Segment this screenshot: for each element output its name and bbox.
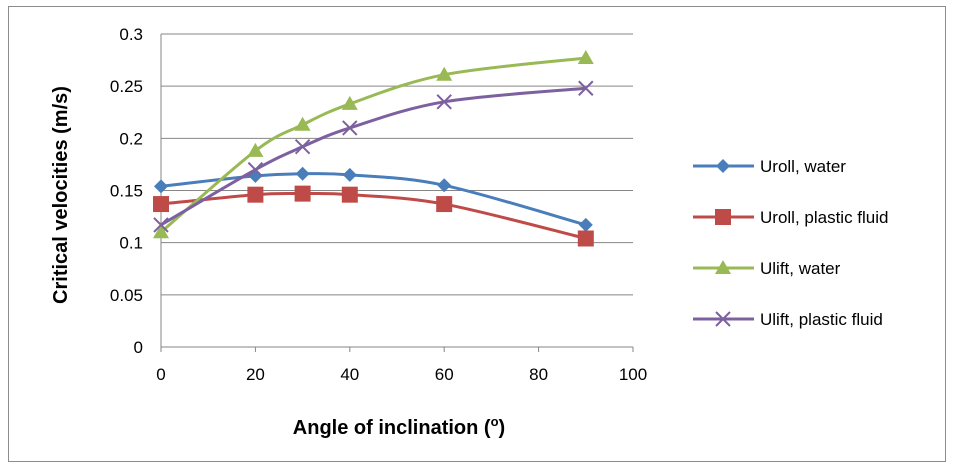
data-point (342, 120, 358, 136)
y-tick-label: 0.25 (110, 77, 143, 96)
y-tick-label: 0.2 (119, 129, 143, 148)
gridlines (160, 33, 634, 352)
legend: Uroll, water Uroll, plastic fluid Ulift, w… (693, 157, 889, 329)
y-tick-label: 0.1 (119, 234, 143, 253)
data-point (294, 116, 311, 131)
y-tick-label: 0.3 (119, 25, 143, 44)
y-tick-label: 0.05 (110, 286, 143, 305)
x-tick-label: 20 (246, 365, 265, 384)
data-point (153, 217, 169, 233)
data-point (247, 142, 264, 157)
data-point (578, 217, 593, 232)
x-tick-labels: 0 20 40 60 80 100 (156, 365, 647, 384)
series-line (160, 172, 587, 227)
legend-label: Ulift, water (760, 259, 841, 278)
data-point (578, 80, 594, 96)
x-tick-label: 100 (619, 365, 647, 384)
series-line (160, 191, 587, 240)
x-tick-label: 40 (340, 365, 359, 384)
data-point (294, 185, 311, 202)
legend-swatch-marker (715, 311, 731, 327)
data-point (247, 161, 264, 178)
data-point (153, 196, 169, 213)
y-axis-title: Critical velocities (m/s) (50, 86, 72, 304)
data-point (341, 95, 358, 110)
x-axis-title-superscript: o (491, 414, 499, 429)
series-markers (153, 49, 594, 247)
legend-label: Uroll, water (760, 157, 846, 176)
chart-area: 0 0.05 0.1 0.15 0.2 0.25 0.3 0 20 40 60 80 100 Crit… (8, 6, 946, 462)
data-point (341, 186, 358, 203)
y-tick-label: 0 (134, 338, 143, 357)
data-point (247, 186, 264, 203)
x-tick-label: 60 (435, 365, 454, 384)
series-lines (160, 56, 587, 240)
data-point (577, 230, 594, 247)
legend-swatch-marker (715, 260, 731, 274)
data-point (577, 49, 594, 64)
legend-swatch-marker (715, 209, 731, 225)
data-point (294, 138, 311, 155)
data-point (342, 167, 357, 182)
y-tick-labels: 0 0.05 0.1 0.15 0.2 0.25 0.3 (110, 25, 143, 357)
x-tick-label: 0 (156, 365, 165, 384)
legend-label: Ulift, plastic fluid (760, 310, 883, 329)
data-point (437, 178, 452, 193)
data-point (295, 166, 310, 181)
y-tick-label: 0.15 (110, 182, 143, 201)
data-point (153, 224, 169, 239)
x-tick-label: 80 (529, 365, 548, 384)
data-point (436, 66, 453, 81)
x-axis-title-end: ) (499, 417, 506, 439)
legend-swatch-marker (716, 159, 730, 173)
x-axis-title-main: Angle of inclination ( (293, 417, 491, 439)
data-point (154, 179, 168, 194)
line-chart: 0 0.05 0.1 0.15 0.2 0.25 0.3 0 20 40 60 80 100 Crit… (50, 25, 889, 439)
series-line (160, 56, 586, 234)
x-axis-title: Angle of inclination (o) (293, 414, 505, 439)
data-point (436, 196, 453, 213)
series-line (160, 86, 586, 227)
legend-label: Uroll, plastic fluid (760, 208, 889, 227)
data-point (436, 94, 452, 110)
